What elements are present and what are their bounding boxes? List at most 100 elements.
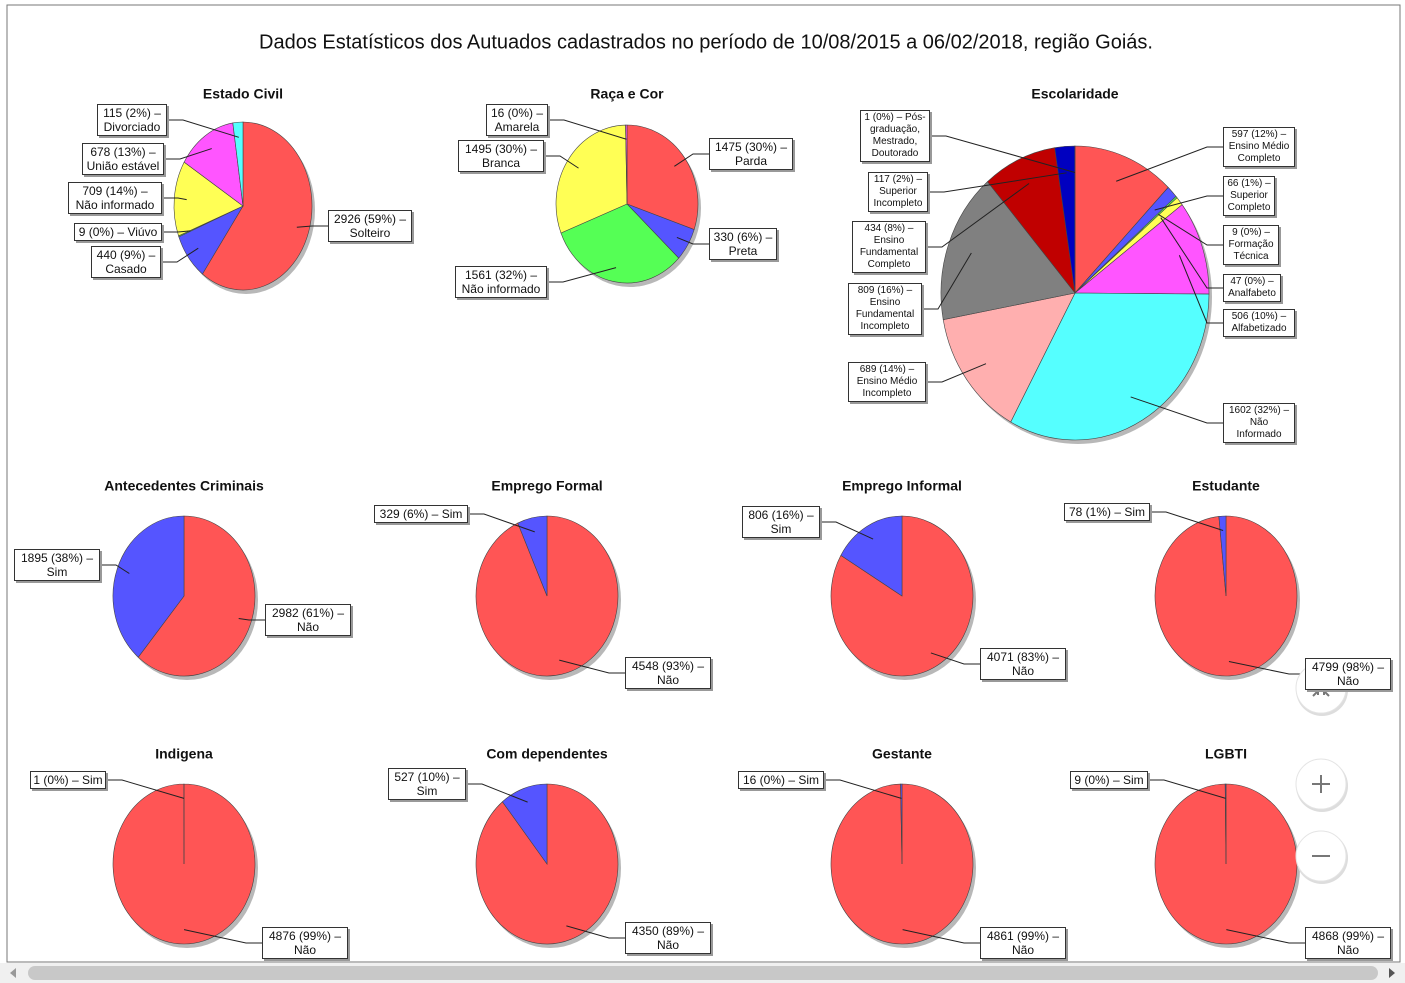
chart-title: LGBTI [1205,746,1247,762]
pie-slice [625,124,628,205]
slice-category: Superior Completo [1227,190,1271,213]
scrollbar[interactable] [0,963,1405,983]
leader-line [1130,396,1223,424]
slice-category: Parda [734,154,768,168]
pie-chart: Escolaridade [922,86,1223,444]
slice-label: 527 (10%) – Sim [388,768,466,800]
leader-line [1160,217,1223,289]
slice-category: Não [1011,664,1034,678]
slice-value: 78 (1%) – [1068,505,1121,519]
slice-label: 1895 (38%) – Sim [14,549,100,581]
slice-category: Sim [798,773,820,787]
leader-line [1150,511,1224,531]
pie-slice [502,783,548,865]
leader-line [164,148,212,160]
slice-label: 16 (0%) – Sim [738,771,824,789]
leader-line [1116,146,1223,182]
slice-label: 115 (2%) – Divorciado [97,104,167,136]
slice-value: 597 (12%) – [1231,129,1287,140]
slice-category: Alfabetizado [1231,323,1287,334]
leader-line [1158,213,1223,246]
slice-category: Sim [770,522,792,536]
slice-category: Formação Técnica [1228,239,1274,262]
leader-line [926,183,1030,248]
leader-line [167,119,239,138]
slice-category: Não [656,673,679,687]
leader-line [1154,195,1223,211]
pie-slice [137,515,256,677]
slice-label: 1602 (32%) – Não Informado [1223,403,1295,443]
leader-line [1228,661,1305,675]
chart-title: Escolaridade [1031,86,1118,102]
slice-value: 9 (0%) – [78,225,125,239]
slice-label: 66 (1%) – Superior Completo [1223,176,1275,216]
slice-value: 527 (10%) – [394,770,460,784]
leader-line [1178,255,1223,324]
slice-label: 1495 (30%) – Branca [458,140,544,172]
slice-category: Não [293,943,316,957]
leader-line [183,929,262,944]
slice-category: Divorciado [103,120,161,134]
slice-label: 2926 (59%) – Solteiro [328,210,412,242]
chart-title: Estado Civil [203,86,283,102]
slice-category: Amarela [494,120,540,134]
slice-value: 16 (0%) – [742,773,795,787]
leader-line [930,652,980,665]
pie-slice [112,515,185,658]
slice-value: 4548 (93%) – [631,659,705,673]
slice-value: 806 (16%) – [748,508,814,522]
slice-value: 440 (9%) – [96,248,156,262]
zoom-in-button[interactable] [1295,758,1348,812]
slice-category: Casado [105,262,147,276]
leader-line [824,779,902,799]
leader-line [466,783,528,803]
slice-category: Viúvo [127,225,158,239]
slice-value: 709 (14%) – [82,184,148,198]
slice-label: 506 (10%) – Alfabetizado [1223,309,1295,337]
slice-label: 330 (6%) – Preta [709,228,777,260]
slice-category: Solteiro [349,226,391,240]
leader-line [1148,779,1226,799]
slice-label: 4350 (89%) – Não [625,922,711,954]
slice-value: 9 (0%) – [1232,227,1270,238]
slice-category: Não informado [75,198,155,212]
slice-label: 678 (13%) – União estável [82,143,164,175]
slice-category: Ensino Fundamental Completo [859,235,919,270]
pie-chart: Estado Civil [161,86,328,294]
slice-label: 47 (0%) – Analfabeto [1223,274,1281,302]
slice-category: Branca [481,156,521,170]
leader-line [922,252,972,310]
slice-value: 66 (1%) – [1227,178,1271,189]
pie-slice [1224,783,1227,865]
leader-line [559,659,625,674]
leader-line [902,929,980,944]
pie-slice [840,515,903,597]
slice-value: 47 (0%) – [1230,276,1274,287]
leader-line [544,155,579,169]
leader-line [926,363,987,383]
slice-label: 1475 (30%) – Parda [709,138,793,170]
chart-title: Emprego Formal [491,478,602,494]
scroll-thumb[interactable] [28,966,1378,980]
slice-value: 2982 (61%) – [271,606,345,620]
slice-label: 709 (14%) – Não informado [68,182,162,214]
slice-category: Não [1336,674,1359,688]
leader-line [100,564,130,574]
scroll-left[interactable] [10,968,16,978]
slice-value: 4350 (89%) – [631,924,705,938]
slice-label: 434 (8%) – Ensino Fundamental Completo [852,221,926,273]
pie-slice [232,121,244,207]
leader-line [296,225,328,228]
leader-line [106,779,185,799]
leader-line [674,153,709,167]
leader-line [468,513,535,533]
zoom-out-button[interactable] [1295,830,1348,884]
slice-value: 1475 (30%) – [714,140,788,154]
scroll-right[interactable] [1389,968,1395,978]
slice-label: 117 (2%) – Superior Incompleto [868,172,928,212]
chart-title: Estudante [1192,478,1260,494]
slice-value: 4876 (99%) – [268,929,342,943]
pie-slice [987,147,1076,295]
leader-line [162,230,191,233]
slice-category: Superior Incompleto [873,186,923,209]
